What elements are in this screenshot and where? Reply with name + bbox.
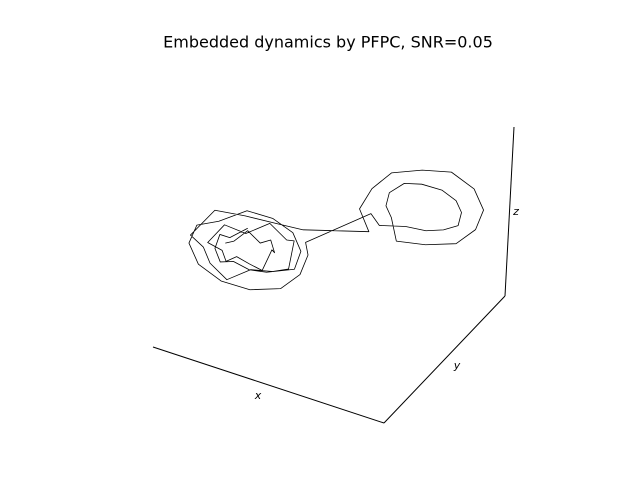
y-axis bbox=[383, 295, 506, 424]
x-axis-label: x bbox=[254, 389, 262, 402]
x-axis bbox=[152, 346, 385, 424]
z-axis bbox=[504, 126, 515, 297]
trajectory-line bbox=[188, 169, 484, 291]
z-axis-label: z bbox=[512, 205, 519, 218]
y-axis-label: y bbox=[453, 359, 461, 372]
chart-title: Embedded dynamics by PFPC, SNR=0.05 bbox=[163, 33, 493, 52]
